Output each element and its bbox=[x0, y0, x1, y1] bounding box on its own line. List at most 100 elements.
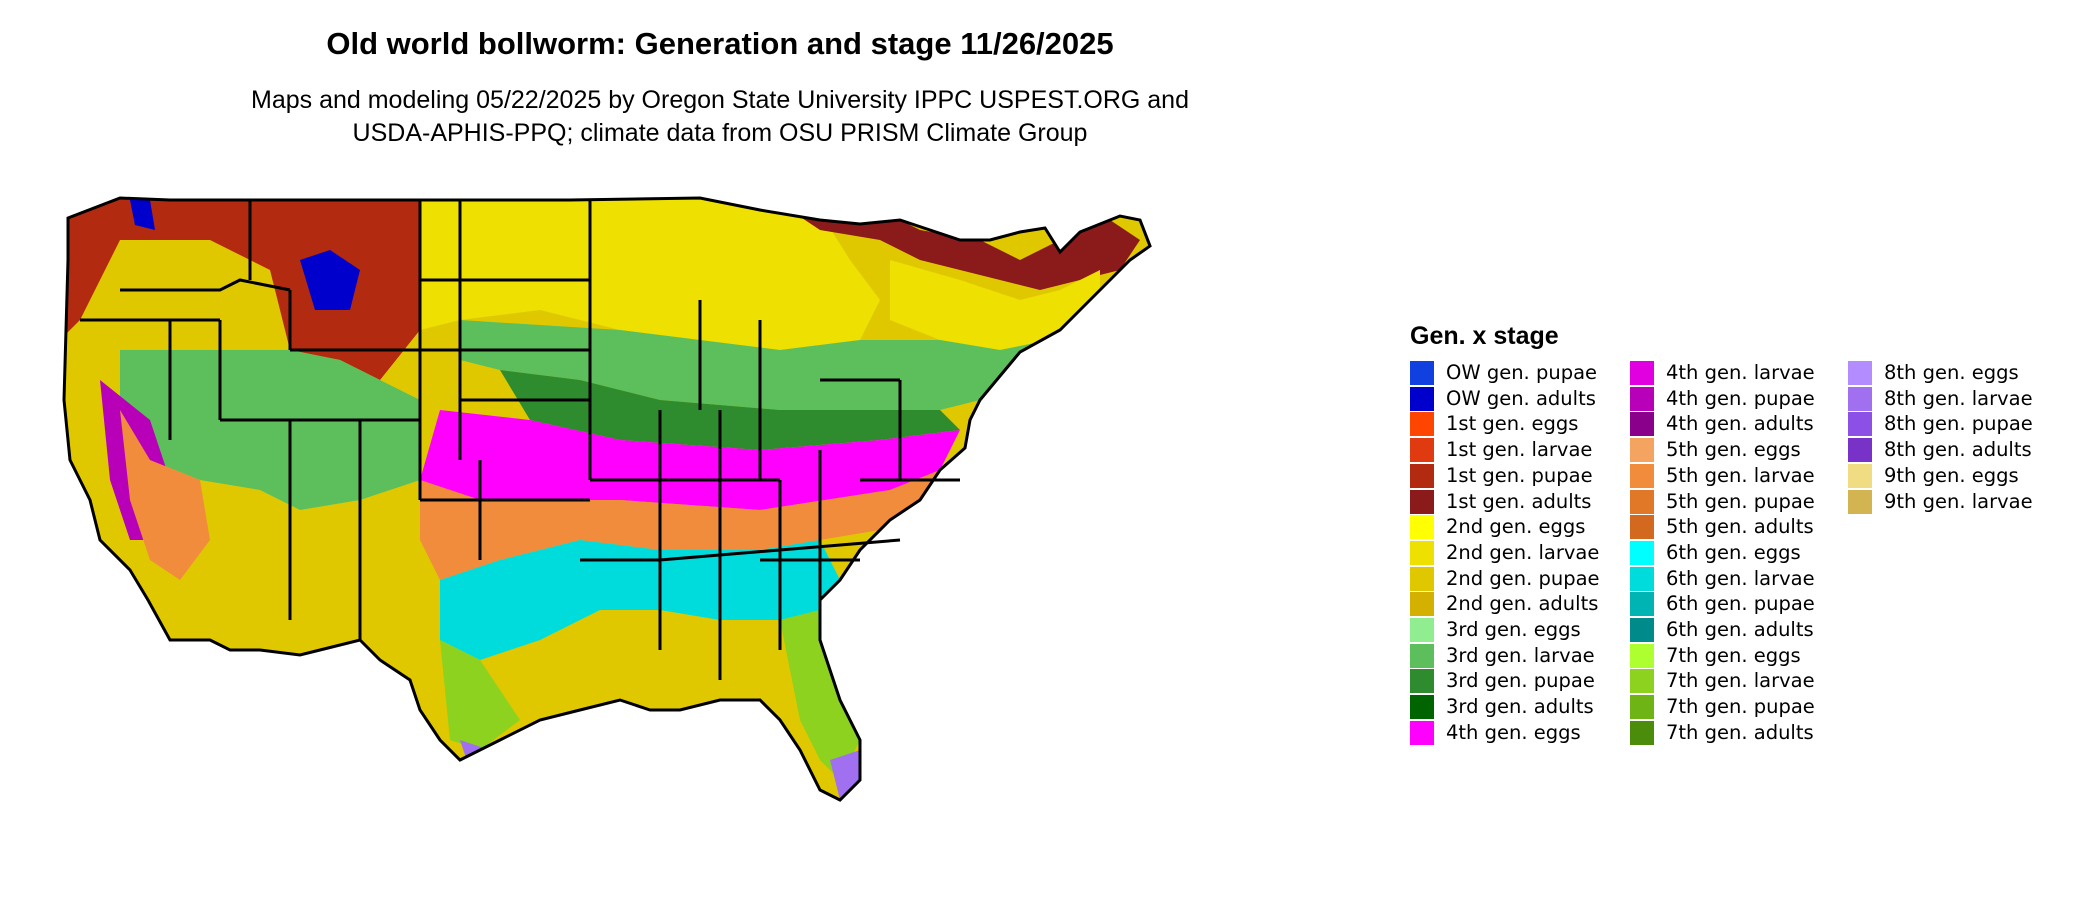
legend-item: 2nd gen. pupae bbox=[1410, 566, 1620, 592]
legend-item: 4th gen. pupae bbox=[1630, 386, 1840, 412]
region-ow-adults bbox=[130, 200, 360, 310]
legend-item: 7th gen. adults bbox=[1630, 720, 1840, 746]
legend-label: 6th gen. pupae bbox=[1666, 592, 1815, 616]
us-phenology-map bbox=[62, 196, 1152, 802]
legend-swatch bbox=[1630, 592, 1654, 617]
legend-label: 4th gen. larvae bbox=[1666, 361, 1815, 384]
legend-label: 9th gen. eggs bbox=[1884, 463, 2019, 487]
legend-label: 4th gen. adults bbox=[1666, 412, 1814, 436]
legend-item: 7th gen. eggs bbox=[1630, 643, 1840, 669]
legend-item: 8th gen. eggs bbox=[1848, 360, 2058, 386]
subtitle-line-2: USDA-APHIS-PPQ; climate data from OSU PR… bbox=[352, 119, 1088, 147]
legend-item: OW gen. pupae bbox=[1410, 360, 1620, 386]
legend-item: 4th gen. eggs bbox=[1410, 720, 1620, 746]
legend-item: 6th gen. larvae bbox=[1630, 566, 1840, 592]
legend-label: 1st gen. eggs bbox=[1446, 412, 1579, 436]
legend-item: 8th gen. adults bbox=[1848, 437, 2058, 463]
legend-swatch bbox=[1410, 669, 1434, 694]
legend-item: 4th gen. adults bbox=[1630, 411, 1840, 437]
legend-swatch bbox=[1410, 361, 1434, 385]
legend-label: 7th gen. pupae bbox=[1666, 695, 1815, 719]
legend-label: 3rd gen. eggs bbox=[1446, 618, 1581, 641]
legend-label: 9th gen. larvae bbox=[1884, 489, 2033, 513]
legend-swatch bbox=[1848, 386, 1872, 411]
legend-label: 5th gen. larvae bbox=[1666, 463, 1815, 487]
legend-label: 5th gen. pupae bbox=[1666, 489, 1815, 513]
legend-label: 6th gen. larvae bbox=[1666, 566, 1815, 590]
legend-item: 6th gen. adults bbox=[1630, 617, 1840, 643]
region-6th-gen-larvae bbox=[440, 540, 840, 660]
legend-swatch bbox=[1630, 412, 1654, 437]
legend-label: 6th gen. adults bbox=[1666, 618, 1814, 641]
legend-label: 8th gen. eggs bbox=[1884, 361, 2019, 384]
legend-swatch bbox=[1630, 438, 1654, 463]
legend-swatch bbox=[1630, 720, 1654, 745]
legend-label: 1st gen. larvae bbox=[1446, 438, 1593, 462]
legend-swatch bbox=[1410, 386, 1434, 411]
legend-item: 2nd gen. eggs bbox=[1410, 514, 1620, 540]
legend-swatch bbox=[1630, 489, 1654, 514]
legend-item: 5th gen. larvae bbox=[1630, 463, 1840, 489]
legend-item: 1st gen. eggs bbox=[1410, 411, 1620, 437]
legend-label: 8th gen. pupae bbox=[1884, 412, 2033, 436]
legend-label: 2nd gen. adults bbox=[1446, 592, 1599, 616]
region-2nd-gen-larvae-ne bbox=[890, 260, 1100, 350]
legend-swatch bbox=[1630, 540, 1654, 565]
legend-label: 2nd gen. eggs bbox=[1446, 515, 1586, 539]
legend-item: OW gen. adults bbox=[1410, 386, 1620, 412]
legend-label: 1st gen. adults bbox=[1446, 489, 1592, 513]
legend-item: 9th gen. larvae bbox=[1848, 489, 2058, 515]
legend-swatch bbox=[1848, 463, 1872, 488]
legend-swatch bbox=[1848, 489, 1872, 514]
legend-swatch bbox=[1630, 695, 1654, 720]
legend-label: 1st gen. pupae bbox=[1446, 463, 1593, 487]
legend-label: 2nd gen. larvae bbox=[1446, 540, 1600, 564]
legend-label: 3rd gen. pupae bbox=[1446, 669, 1595, 693]
legend-item: 8th gen. larvae bbox=[1848, 386, 2058, 412]
legend-item: 3rd gen. larvae bbox=[1410, 643, 1620, 669]
legend-swatch bbox=[1410, 566, 1434, 591]
legend-label: OW gen. pupae bbox=[1446, 361, 1598, 384]
legend-item: 6th gen. pupae bbox=[1630, 591, 1840, 617]
legend-swatch bbox=[1630, 361, 1654, 385]
legend-swatch bbox=[1410, 592, 1434, 617]
legend-swatch bbox=[1410, 695, 1434, 720]
legend-swatch bbox=[1848, 438, 1872, 463]
legend-item: 2nd gen. larvae bbox=[1410, 540, 1620, 566]
region-7th-gen-larvae bbox=[440, 640, 520, 750]
legend-label: OW gen. adults bbox=[1446, 386, 1596, 410]
region-7th-gen-florida bbox=[780, 610, 860, 780]
legend-swatch bbox=[1630, 515, 1654, 540]
legend-swatch bbox=[1410, 463, 1434, 488]
legend-swatch bbox=[1410, 515, 1434, 540]
legend-swatch bbox=[1630, 386, 1654, 411]
legend-swatch bbox=[1630, 618, 1654, 642]
legend-swatch bbox=[1410, 438, 1434, 463]
region-5th-gen-west bbox=[120, 410, 210, 580]
legend-label: 7th gen. larvae bbox=[1666, 669, 1815, 693]
legend-swatch bbox=[1630, 566, 1654, 591]
legend-label: 3rd gen. larvae bbox=[1446, 643, 1595, 667]
legend-swatch bbox=[1410, 720, 1434, 745]
legend-item: 7th gen. pupae bbox=[1630, 694, 1840, 720]
legend-swatch bbox=[1410, 618, 1434, 642]
legend-label: 8th gen. larvae bbox=[1884, 386, 2033, 410]
legend-label: 3rd gen. adults bbox=[1446, 695, 1594, 719]
legend-item: 5th gen. eggs bbox=[1630, 437, 1840, 463]
legend-item: 5th gen. adults bbox=[1630, 514, 1840, 540]
legend-label: 7th gen. eggs bbox=[1666, 643, 1801, 667]
legend-item: 6th gen. eggs bbox=[1630, 540, 1840, 566]
legend-label: 4th gen. eggs bbox=[1446, 720, 1581, 744]
map-title: Old world bollworm: Generation and stage… bbox=[326, 26, 1114, 61]
legend-item: 9th gen. eggs bbox=[1848, 463, 2058, 489]
legend-item: 8th gen. pupae bbox=[1848, 411, 2058, 437]
legend-label: 4th gen. pupae bbox=[1666, 386, 1815, 410]
legend-item: 3rd gen. adults bbox=[1410, 694, 1620, 720]
legend-swatch bbox=[1410, 412, 1434, 437]
legend-label: 8th gen. adults bbox=[1884, 438, 2032, 462]
legend-item: 4th gen. larvae bbox=[1630, 360, 1840, 386]
legend-label: 5th gen. eggs bbox=[1666, 438, 1801, 462]
legend-title: Gen. x stage bbox=[1410, 322, 1559, 350]
legend-item: 3rd gen. pupae bbox=[1410, 668, 1620, 694]
legend-label: 7th gen. adults bbox=[1666, 720, 1814, 744]
